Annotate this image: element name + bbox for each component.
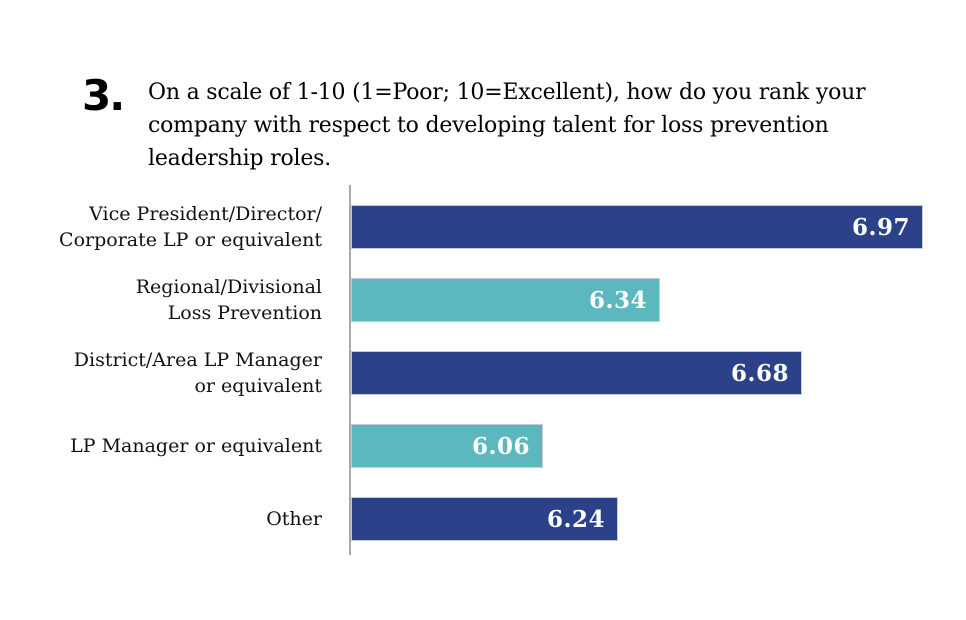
bar-value-label: 6.97 bbox=[851, 213, 910, 241]
bar-row: Other 6.24 bbox=[0, 497, 966, 541]
bar-label: Other bbox=[266, 508, 322, 530]
bar-row: District/Area LP Manager or equivalent 6… bbox=[0, 349, 966, 397]
bar: 6.06 bbox=[351, 424, 543, 468]
bar-row: Vice President/Director/ Corporate LP or… bbox=[0, 203, 966, 251]
bar-label: District/Area LP Manager or equivalent bbox=[73, 349, 322, 397]
bar-value-label: 6.24 bbox=[546, 505, 605, 533]
bar: 6.24 bbox=[351, 497, 618, 541]
bar-label: Regional/Divisional Loss Prevention bbox=[135, 276, 322, 324]
bar-row: Regional/Divisional Loss Prevention 6.34 bbox=[0, 276, 966, 324]
bar: 6.97 bbox=[351, 205, 923, 249]
axis-line bbox=[349, 185, 351, 555]
bar-value-label: 6.34 bbox=[588, 286, 647, 314]
question-block: 3. On a scale of 1-10 (1=Poor; 10=Excell… bbox=[82, 71, 866, 175]
bar-label: Vice President/Director/ Corporate LP or… bbox=[59, 203, 322, 251]
bar-chart: Vice President/Director/ Corporate LP or… bbox=[0, 185, 966, 570]
question-number: 3. bbox=[82, 71, 125, 120]
bar-value-label: 6.06 bbox=[471, 432, 530, 460]
bar-value-label: 6.68 bbox=[730, 359, 789, 387]
question-text: On a scale of 1-10 (1=Poor; 10=Excellent… bbox=[148, 80, 866, 171]
bar: 6.68 bbox=[351, 351, 802, 395]
bar-row: LP Manager or equivalent 6.06 bbox=[0, 424, 966, 468]
bar-label: LP Manager or equivalent bbox=[70, 435, 322, 457]
bar: 6.34 bbox=[351, 278, 660, 322]
